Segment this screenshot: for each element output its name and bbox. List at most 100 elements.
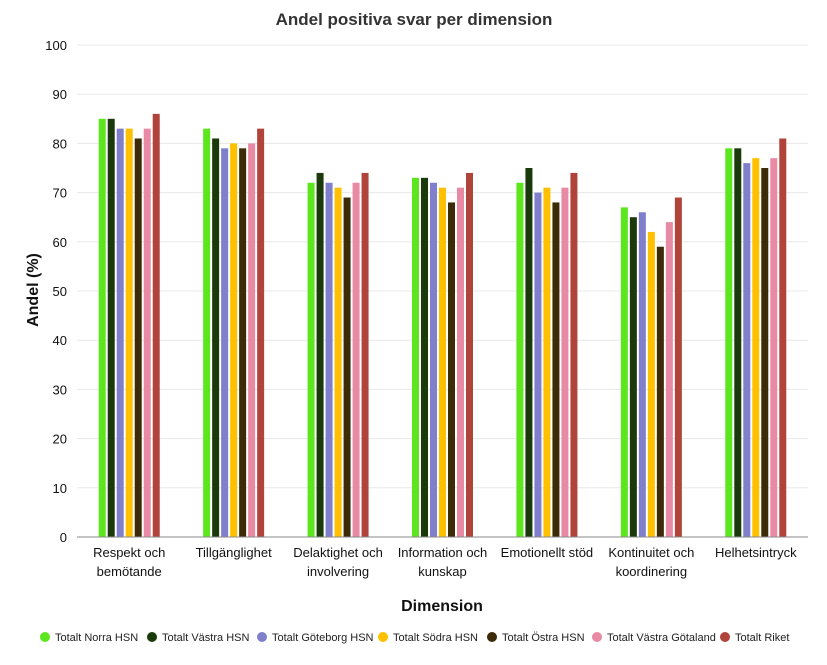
legend-marker	[40, 632, 50, 642]
x-tick-label-line: koordinering	[616, 564, 688, 579]
x-tick-label: Helhetsintryck	[715, 545, 797, 560]
x-tick-label-line: bemötande	[97, 564, 162, 579]
x-tick-label-line: kunskap	[418, 564, 466, 579]
y-tick-label: 40	[53, 333, 67, 348]
legend-marker	[592, 632, 602, 642]
x-tick-label-line: Emotionellt stöd	[501, 545, 594, 560]
bar-5-6	[656, 246, 664, 537]
legend-label: Totalt Västra HSN	[162, 632, 249, 644]
legend-marker	[257, 632, 267, 642]
x-tick-label-line: Delaktighet och	[293, 545, 383, 560]
bar-6-7	[770, 158, 778, 537]
bar-3-6	[638, 212, 646, 537]
bar-3-1	[116, 128, 124, 537]
x-tick-label-line: involvering	[307, 564, 369, 579]
legend-marker	[147, 632, 157, 642]
bar-1-2	[203, 128, 211, 537]
bar-3-3	[325, 182, 333, 537]
bar-4-6	[647, 231, 655, 537]
x-tick-label-line: Tillgänglighet	[196, 545, 273, 560]
bar-6-1	[143, 128, 151, 537]
y-tick-label: 80	[53, 136, 67, 151]
y-tick-label: 10	[53, 481, 67, 496]
bars	[98, 113, 787, 538]
legend-marker	[487, 632, 497, 642]
x-tick-label: Kontinuitet och koordinering	[608, 545, 694, 579]
bar-4-1	[125, 128, 133, 537]
bar-2-5	[525, 168, 533, 537]
bar-5-1	[134, 138, 142, 538]
bar-1-7	[725, 148, 733, 537]
bar-2-7	[734, 148, 742, 537]
bar-1-5	[516, 182, 524, 537]
bar-6-3	[352, 182, 360, 537]
bar-5-2	[239, 148, 247, 537]
bar-5-7	[761, 168, 769, 537]
bar-1-3	[307, 182, 315, 537]
bar-4-5	[543, 187, 551, 537]
bar-6-2	[248, 143, 256, 537]
y-tick-label: 100	[45, 38, 67, 53]
legend-label: Totalt Södra HSN	[393, 632, 478, 644]
legend-marker	[378, 632, 388, 642]
x-tick-label-line: Respekt och	[93, 545, 165, 560]
legend-label: Totalt Östra HSN	[502, 632, 585, 644]
y-axis-title: Andel (%)	[25, 253, 42, 327]
bar-7-2	[257, 128, 265, 537]
x-tick-label-line: Kontinuitet och	[608, 545, 694, 560]
bar-6-5	[561, 187, 569, 537]
bar-7-7	[779, 138, 787, 538]
bar-7-4	[466, 172, 473, 538]
bar-4-2	[230, 143, 238, 537]
x-tick-label-line: Helhetsintryck	[715, 545, 797, 560]
y-tick-label: 70	[53, 186, 67, 201]
y-tick-label: 30	[53, 382, 67, 397]
y-axis-ticks: 0 10 20 30 40 50 60 70 80 90 100	[45, 38, 67, 545]
x-tick-label: Respekt och bemötande	[93, 545, 165, 579]
x-tick-label: Information och kunskap	[398, 545, 488, 579]
bar-7-1	[152, 113, 160, 537]
x-axis-title: Dimension	[401, 598, 483, 615]
bar-6-6	[665, 222, 673, 537]
bar-3-2	[221, 148, 229, 537]
bar-1-6	[620, 207, 628, 538]
bar-2-2	[212, 138, 220, 538]
legend-label: Totalt Norra HSN	[55, 632, 138, 644]
bar-7-5	[570, 172, 578, 538]
x-tick-label: Tillgänglighet	[196, 545, 273, 560]
bar-1-4	[412, 177, 419, 537]
bar-3-5	[534, 192, 542, 537]
bar-7-6	[674, 197, 682, 537]
bar-2-6	[629, 217, 637, 537]
bar-4-7	[752, 158, 760, 537]
bar-3-7	[743, 163, 751, 537]
x-tick-label-line: Information och	[398, 545, 488, 560]
bar-4-4	[439, 187, 446, 537]
bar-7-3	[361, 172, 369, 538]
bar-2-3	[316, 172, 324, 538]
bar-5-5	[552, 202, 560, 537]
y-tick-label: 90	[53, 87, 67, 102]
bar-1-1	[98, 118, 106, 538]
legend-label: Totalt Göteborg HSN	[272, 632, 374, 644]
y-tick-label: 0	[60, 530, 67, 545]
bar-5-4	[448, 202, 455, 537]
legend-marker	[720, 632, 730, 642]
chart-title: Andel positiva svar per dimension	[276, 10, 553, 29]
bar-6-4	[457, 187, 464, 537]
y-tick-label: 20	[53, 432, 67, 447]
legend-label: Totalt Västra Götaland	[607, 632, 716, 644]
category-labels: Respekt och bemötande Tillgänglighet Delakt…	[93, 545, 797, 579]
x-tick-label: Delaktighet och involvering	[293, 545, 383, 579]
bar-2-1	[107, 118, 115, 538]
bar-3-4	[430, 182, 437, 537]
y-tick-label: 50	[53, 284, 67, 299]
bar-4-3	[334, 187, 342, 537]
x-tick-label: Emotionellt stöd	[501, 545, 594, 560]
bar-2-4	[421, 177, 428, 537]
y-tick-label: 60	[53, 235, 67, 250]
legend-label: Totalt Riket	[735, 632, 789, 644]
legend: Totalt Norra HSN Totalt Västra HSN Totalt …	[40, 632, 789, 644]
bar-5-3	[343, 197, 351, 537]
